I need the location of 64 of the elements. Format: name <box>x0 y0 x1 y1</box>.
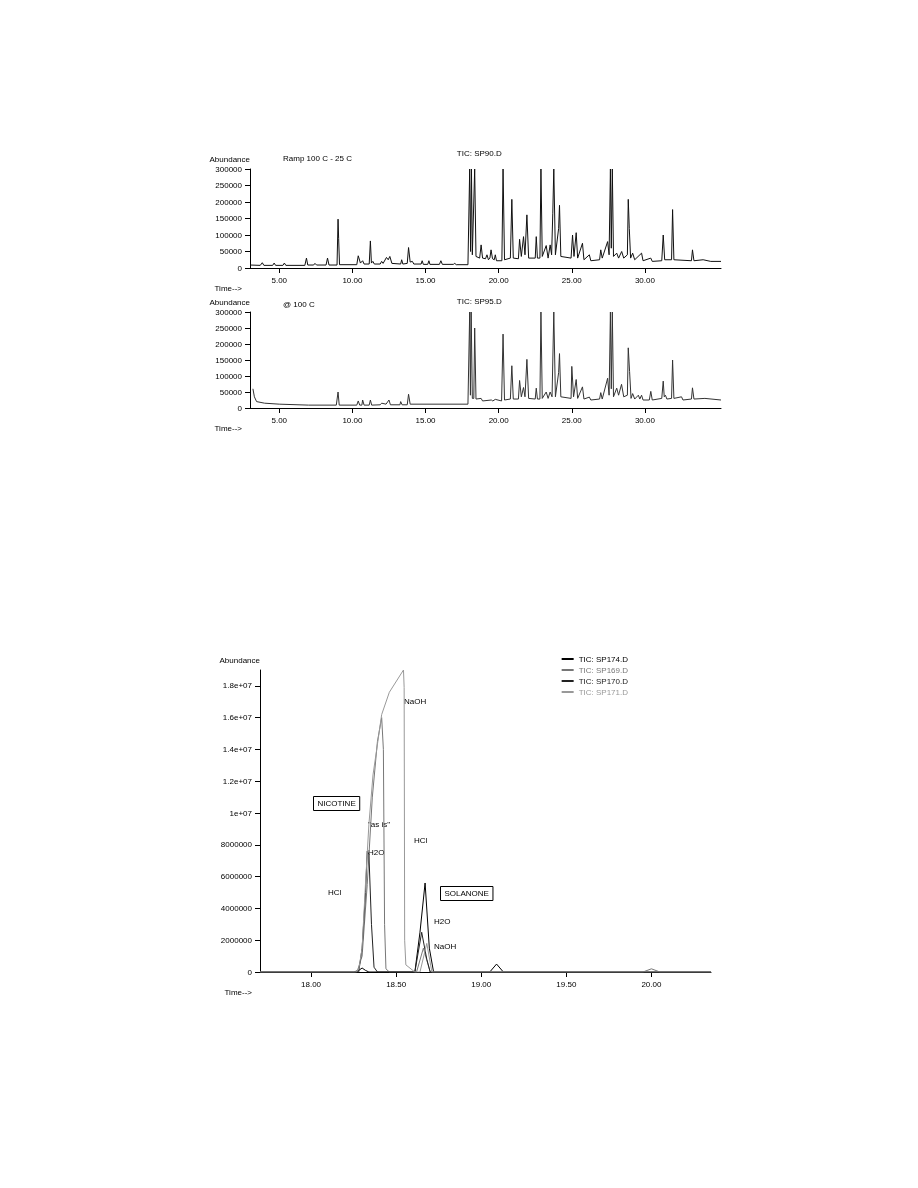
y-tick-label: 8000000 <box>220 840 253 850</box>
x-tick-label: 10.00 <box>342 415 363 425</box>
x-tick-label: 20.00 <box>488 275 510 285</box>
x-axis-title: Time--> <box>214 423 243 433</box>
y-tick-label: 4000000 <box>220 903 253 913</box>
x-tick-label: 10.00 <box>342 275 363 285</box>
annotation: NaOH <box>404 696 427 706</box>
y-tick-label: 6000000 <box>220 872 253 882</box>
x-tick-label: 20.00 <box>641 979 662 989</box>
y-tick-label: 1.4e+07 <box>222 744 253 754</box>
annotation: HCl <box>414 835 428 845</box>
y-tick-label: 250000 <box>215 323 243 333</box>
y-tick-label: 200000 <box>215 197 243 207</box>
legend-label: TIC: SP170.D <box>578 676 629 686</box>
y-tick-label: 1e+07 <box>229 808 253 818</box>
legend-label: TIC: SP171.D <box>578 687 629 697</box>
y-tick-label: 250000 <box>215 181 243 190</box>
x-axis-title: Time--> <box>224 987 253 997</box>
x-tick-label: 20.00 <box>488 415 510 425</box>
x-tick-label: 18.00 <box>301 979 322 989</box>
annotation: HCl <box>328 887 342 897</box>
x-tick-label: 15.00 <box>415 415 437 425</box>
x-tick-label: 19.50 <box>556 979 577 989</box>
y-tick-label: 1.2e+07 <box>222 776 253 786</box>
y-tick-label: 100000 <box>215 371 243 381</box>
y-tick-label: 100000 <box>215 230 243 240</box>
x-tick-label: 30.00 <box>634 415 656 425</box>
y-axis-title: Abundance <box>209 297 251 307</box>
chart-title: TIC: SP90.D <box>456 148 502 158</box>
x-tick-label: 15.00 <box>415 275 437 285</box>
x-tick-label: 19.00 <box>471 979 492 989</box>
annotation: H2O <box>368 847 385 857</box>
annotation: H2O <box>434 916 451 926</box>
y-tick-label: 0 <box>237 403 243 413</box>
y-tick-label: 2000000 <box>220 935 253 945</box>
x-tick-label: 25.00 <box>561 275 583 285</box>
annotation: SOLANONE <box>444 889 489 898</box>
y-tick-label: 300000 <box>215 164 243 174</box>
y-tick-label: 0 <box>247 967 253 977</box>
x-tick-label: 25.00 <box>561 415 583 425</box>
y-axis-title: Abundance <box>209 154 251 164</box>
text: Ramp 100 C - 25 C <box>283 153 353 163</box>
annotation: NaOH <box>434 941 457 951</box>
y-tick-label: 150000 <box>215 214 243 223</box>
x-tick-label: 30.00 <box>634 275 656 285</box>
y-tick-label: 200000 <box>215 339 243 349</box>
y-tick-label: 50000 <box>219 387 243 397</box>
x-tick-label: 5.00 <box>271 415 288 425</box>
y-tick-label: 1.6e+07 <box>222 713 253 723</box>
y-tick-label: 1.8e+07 <box>222 681 253 691</box>
chart-title: TIC: SP95.D <box>456 296 502 306</box>
legend-label: TIC: SP169.D <box>578 665 629 675</box>
y-tick-label: 150000 <box>215 355 243 365</box>
y-tick-label: 300000 <box>215 307 243 317</box>
y-tick-label: 0 <box>237 263 243 273</box>
y-axis-title: Abundance <box>219 655 261 665</box>
annotation: "as is" <box>368 819 391 829</box>
annotation: NICOTINE <box>317 799 356 808</box>
y-tick-label: 50000 <box>219 247 243 256</box>
x-tick-label: 5.00 <box>271 275 288 285</box>
legend-label: TIC: SP174.D <box>578 654 629 664</box>
x-axis-title: Time--> <box>214 283 243 293</box>
text: @ 100 C <box>283 299 315 309</box>
x-tick-label: 18.50 <box>386 979 407 989</box>
